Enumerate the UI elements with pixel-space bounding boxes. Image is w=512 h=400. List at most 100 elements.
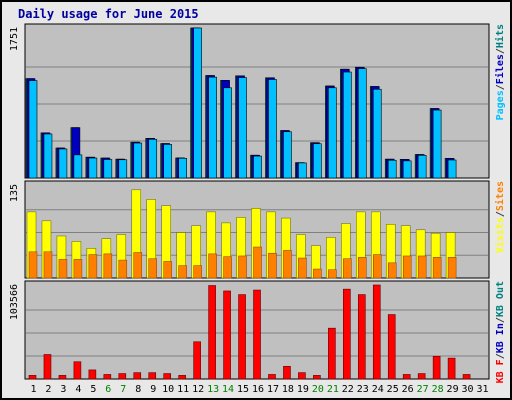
- legend-hits: Hits: [494, 24, 506, 48]
- kb-bar-day-4: [73, 361, 82, 380]
- kb-bar-day-5: [88, 369, 97, 380]
- x-tick-label-day-28: 28: [432, 384, 444, 395]
- x-tick-label-day-3: 3: [60, 384, 66, 395]
- sites-bar-day-16: [253, 246, 262, 279]
- x-tick-label-day-15: 15: [237, 384, 249, 395]
- x-tick-label-day-19: 19: [297, 384, 309, 395]
- sites-bar-day-11: [178, 265, 187, 279]
- x-tick-label-day-31: 31: [476, 384, 488, 395]
- legend-separator: /: [495, 353, 506, 359]
- kb-bar-day-11: [178, 375, 186, 380]
- pages-bar-day-10: [163, 144, 173, 179]
- panel-1-background: [24, 23, 490, 179]
- kb-bar-day-6: [103, 374, 112, 380]
- kb-bar-day-2: [43, 354, 52, 380]
- kb-bar-day-16: [253, 289, 261, 380]
- pages-bar-day-23: [357, 68, 367, 179]
- kb-bar-day-9: [148, 372, 157, 380]
- x-tick-label-day-17: 17: [267, 384, 279, 395]
- kb-bar-day-21: [328, 327, 336, 380]
- kb-bar-day-10: [163, 373, 172, 380]
- kb-bar-day-23: [357, 294, 366, 380]
- sites-bar-day-5: [88, 254, 98, 279]
- pages-bar-day-5: [88, 157, 98, 179]
- legend-separator: /: [495, 317, 506, 323]
- x-tick-label-day-4: 4: [75, 384, 81, 395]
- kb-bar-day-27: [417, 373, 426, 380]
- x-tick-label-day-9: 9: [150, 384, 156, 395]
- x-tick-label-day-24: 24: [372, 384, 384, 395]
- x-tick-label-day-11: 11: [177, 384, 189, 395]
- sites-bar-day-9: [148, 258, 157, 279]
- sites-bar-day-7: [118, 259, 128, 279]
- x-tick-label-day-8: 8: [135, 384, 141, 395]
- kb-bar-day-1: [28, 375, 37, 380]
- kb-bar-day-12: [193, 341, 201, 380]
- pages-bar-day-9: [148, 138, 158, 179]
- sites-bar-day-14: [223, 256, 232, 279]
- kb-bar-day-19: [298, 372, 306, 380]
- x-tick-label-day-29: 29: [447, 384, 459, 395]
- sites-bar-day-27: [417, 255, 427, 279]
- x-tick-label-day-6: 6: [105, 384, 111, 395]
- kb-bar-day-20: [313, 375, 321, 380]
- sites-bar-day-28: [432, 257, 442, 279]
- kb-bar-day-8: [133, 372, 142, 380]
- legend-files: Files: [494, 54, 506, 84]
- legend-separator: /: [495, 48, 506, 54]
- pages-bar-day-27: [417, 154, 427, 179]
- x-tick-label-day-16: 16: [252, 384, 264, 395]
- legend-sites: Sites: [494, 181, 506, 211]
- legend-pages: Pages: [495, 90, 506, 120]
- legend-separator: /: [495, 211, 506, 217]
- sites-bar-day-29: [447, 257, 457, 279]
- legend-separator: /: [495, 84, 506, 90]
- pages-bar-day-21: [328, 87, 337, 179]
- pages-bar-day-25: [387, 159, 397, 179]
- x-tick-label-day-1: 1: [30, 384, 36, 395]
- sites-bar-day-26: [402, 255, 412, 279]
- sites-bar-day-25: [387, 262, 397, 279]
- pages-bar-day-15: [238, 77, 247, 179]
- kb-bar-day-15: [238, 294, 246, 380]
- sites-bar-day-18: [283, 250, 292, 279]
- sites-bar-day-6: [103, 253, 113, 279]
- panel-3-max-label: 103566: [9, 284, 20, 320]
- x-tick-label-day-18: 18: [282, 384, 294, 395]
- pages-bar-day-11: [178, 157, 187, 179]
- x-tick-label-day-13: 13: [207, 384, 219, 395]
- x-tick-label-day-22: 22: [342, 384, 354, 395]
- legend-kb-in: KB In: [495, 323, 506, 353]
- kb-bar-day-14: [223, 290, 231, 380]
- sites-bar-day-20: [313, 268, 322, 279]
- x-tick-label-day-14: 14: [222, 384, 234, 395]
- kb-bar-day-30: [462, 374, 471, 380]
- x-tick-label-day-26: 26: [402, 384, 414, 395]
- x-tick-label-day-2: 2: [45, 384, 51, 395]
- sites-bar-day-24: [373, 254, 382, 279]
- pages-bar-day-24: [372, 88, 382, 179]
- pages-bar-day-22: [343, 71, 352, 179]
- sites-bar-day-13: [208, 253, 217, 279]
- sites-bar-day-1: [28, 251, 38, 279]
- pages-bar-day-12: [193, 27, 202, 179]
- sites-bar-day-17: [268, 252, 277, 279]
- pages-bar-day-1: [28, 80, 38, 179]
- x-tick-label-day-7: 7: [120, 384, 126, 395]
- sites-bar-day-22: [343, 258, 352, 279]
- pages-bar-day-26: [402, 160, 412, 179]
- pages-bar-day-20: [313, 143, 322, 179]
- kb-bar-day-7: [118, 373, 127, 380]
- sites-bar-day-3: [58, 259, 68, 279]
- pages-bar-day-2: [43, 133, 53, 179]
- kb-bar-day-3: [58, 375, 67, 380]
- x-tick-label-day-27: 27: [417, 384, 429, 395]
- panel-2-legend: Visits/Sites: [494, 181, 506, 253]
- kb-bar-day-17: [268, 374, 276, 380]
- kb-bar-day-22: [343, 288, 351, 380]
- sites-bar-day-19: [298, 257, 307, 279]
- kb-bar-day-25: [387, 314, 396, 380]
- legend-visits: Visits: [494, 217, 506, 253]
- x-tick-label-day-10: 10: [162, 384, 174, 395]
